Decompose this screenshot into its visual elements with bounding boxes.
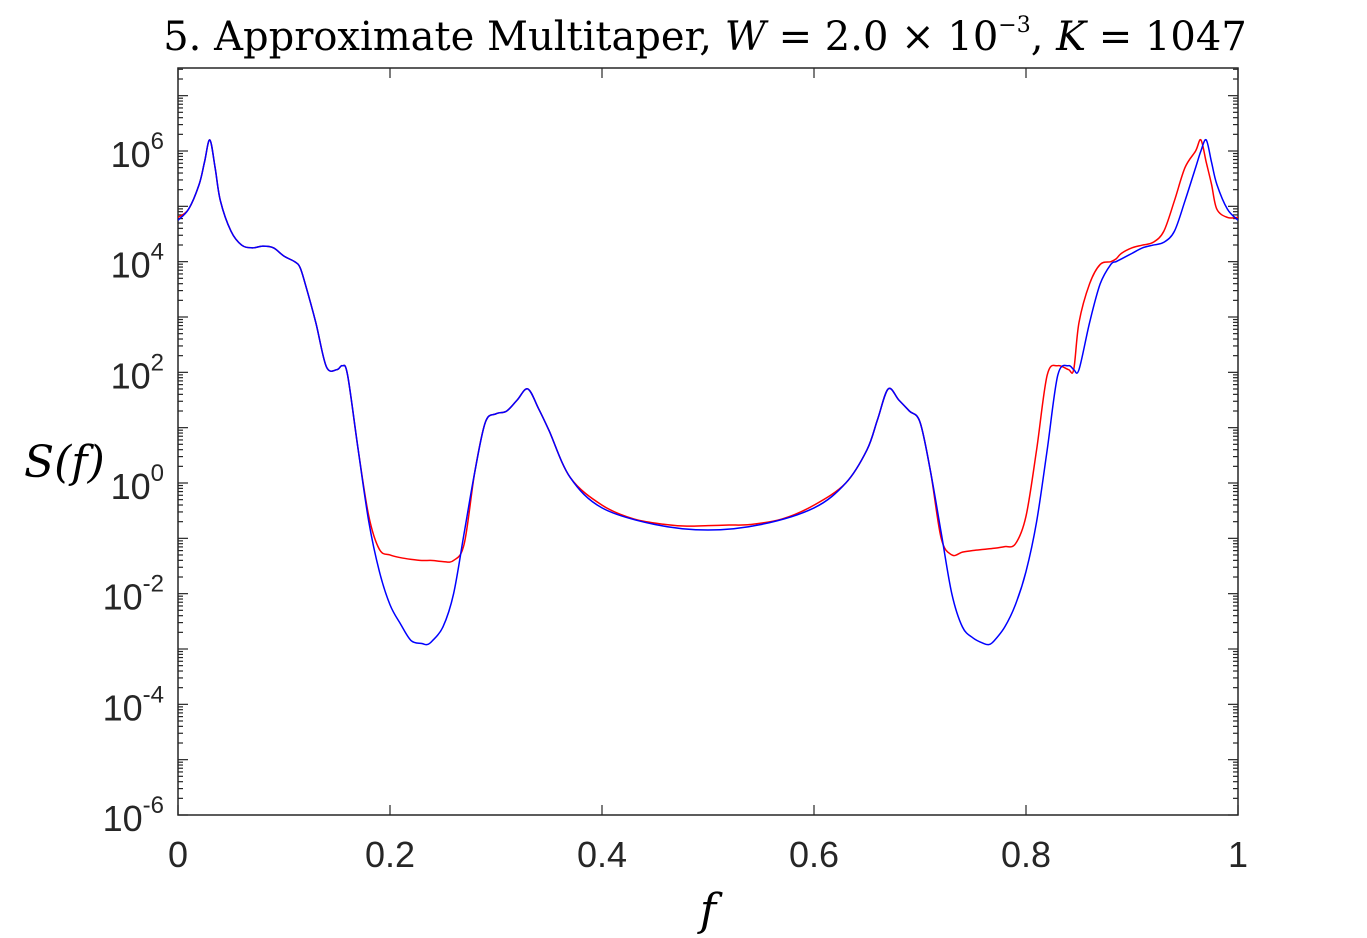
x-tick-label: 0 — [168, 834, 188, 875]
title-prefix: 5. Approximate Multitaper, — [163, 14, 725, 60]
title-k-eq: = 1047 — [1086, 14, 1247, 60]
x-tick-label: 0.6 — [789, 834, 839, 875]
x-axis-label: f — [697, 885, 723, 936]
x-tick-label: 1 — [1228, 834, 1248, 875]
title-k-var: K — [1055, 14, 1088, 60]
y-tick-label: 10-2 — [103, 571, 164, 618]
y-axis-label: S(f) — [24, 437, 105, 488]
x-tick-label: 0.8 — [1001, 834, 1051, 875]
axis-ticks — [177, 68, 1239, 816]
title-comma: , — [1031, 14, 1056, 60]
series-group — [178, 138, 1238, 646]
series-line-blue — [178, 138, 1238, 646]
title-w-exp: −3 — [998, 13, 1030, 38]
chart-title: 5. Approximate Multitaper, W = 2.0 × 10−… — [163, 13, 1247, 60]
x-tick-labels: 0 0.2 0.4 0.6 0.8 1 — [168, 834, 1248, 875]
y-tick-label: 10-6 — [103, 792, 164, 839]
y-tick-label: 104 — [111, 239, 164, 286]
title-w-eq: = 2.0 × 10 — [766, 14, 998, 60]
y-tick-label: 102 — [111, 349, 164, 396]
y-tick-label: 100 — [111, 460, 164, 507]
title-w-var: W — [725, 14, 769, 60]
plot-area — [177, 67, 1239, 816]
y-tick-labels: 106 104 102 100 10-2 10-4 10-6 — [103, 128, 164, 839]
y-tick-label: 10-4 — [103, 681, 164, 728]
x-tick-label: 0.4 — [577, 834, 627, 875]
y-tick-label: 106 — [111, 128, 164, 175]
x-tick-label: 0.2 — [365, 834, 415, 875]
